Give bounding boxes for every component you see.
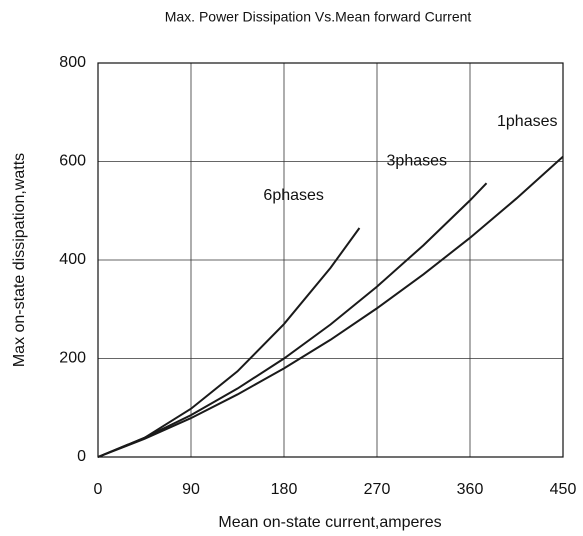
x-tick-label: 180 (271, 481, 298, 498)
y-tick-label: 400 (59, 251, 86, 268)
line-series (97, 182, 488, 458)
y-tick-label: 0 (77, 448, 86, 465)
line-series (97, 227, 361, 458)
series-label: 1phases (497, 113, 558, 130)
y-axis-label: Max on-state dissipation,watts (11, 153, 28, 367)
x-axis-label: Mean on-state current,amperes (218, 514, 441, 531)
x-tick-label: 0 (94, 481, 103, 498)
x-tick-label: 360 (457, 481, 484, 498)
x-tick-label: 450 (550, 481, 577, 498)
y-tick-label: 600 (59, 153, 86, 170)
x-tick-label: 270 (364, 481, 391, 498)
x-tick-label: 90 (182, 481, 200, 498)
series-label: 3phases (387, 152, 448, 169)
y-tick-label: 200 (59, 350, 86, 367)
chart-title: Max. Power Dissipation Vs.Mean forward C… (165, 9, 472, 25)
line-series (97, 155, 564, 458)
plot-frame (97, 62, 564, 458)
series-label: 6phases (263, 187, 324, 204)
y-tick-label: 800 (59, 54, 86, 71)
